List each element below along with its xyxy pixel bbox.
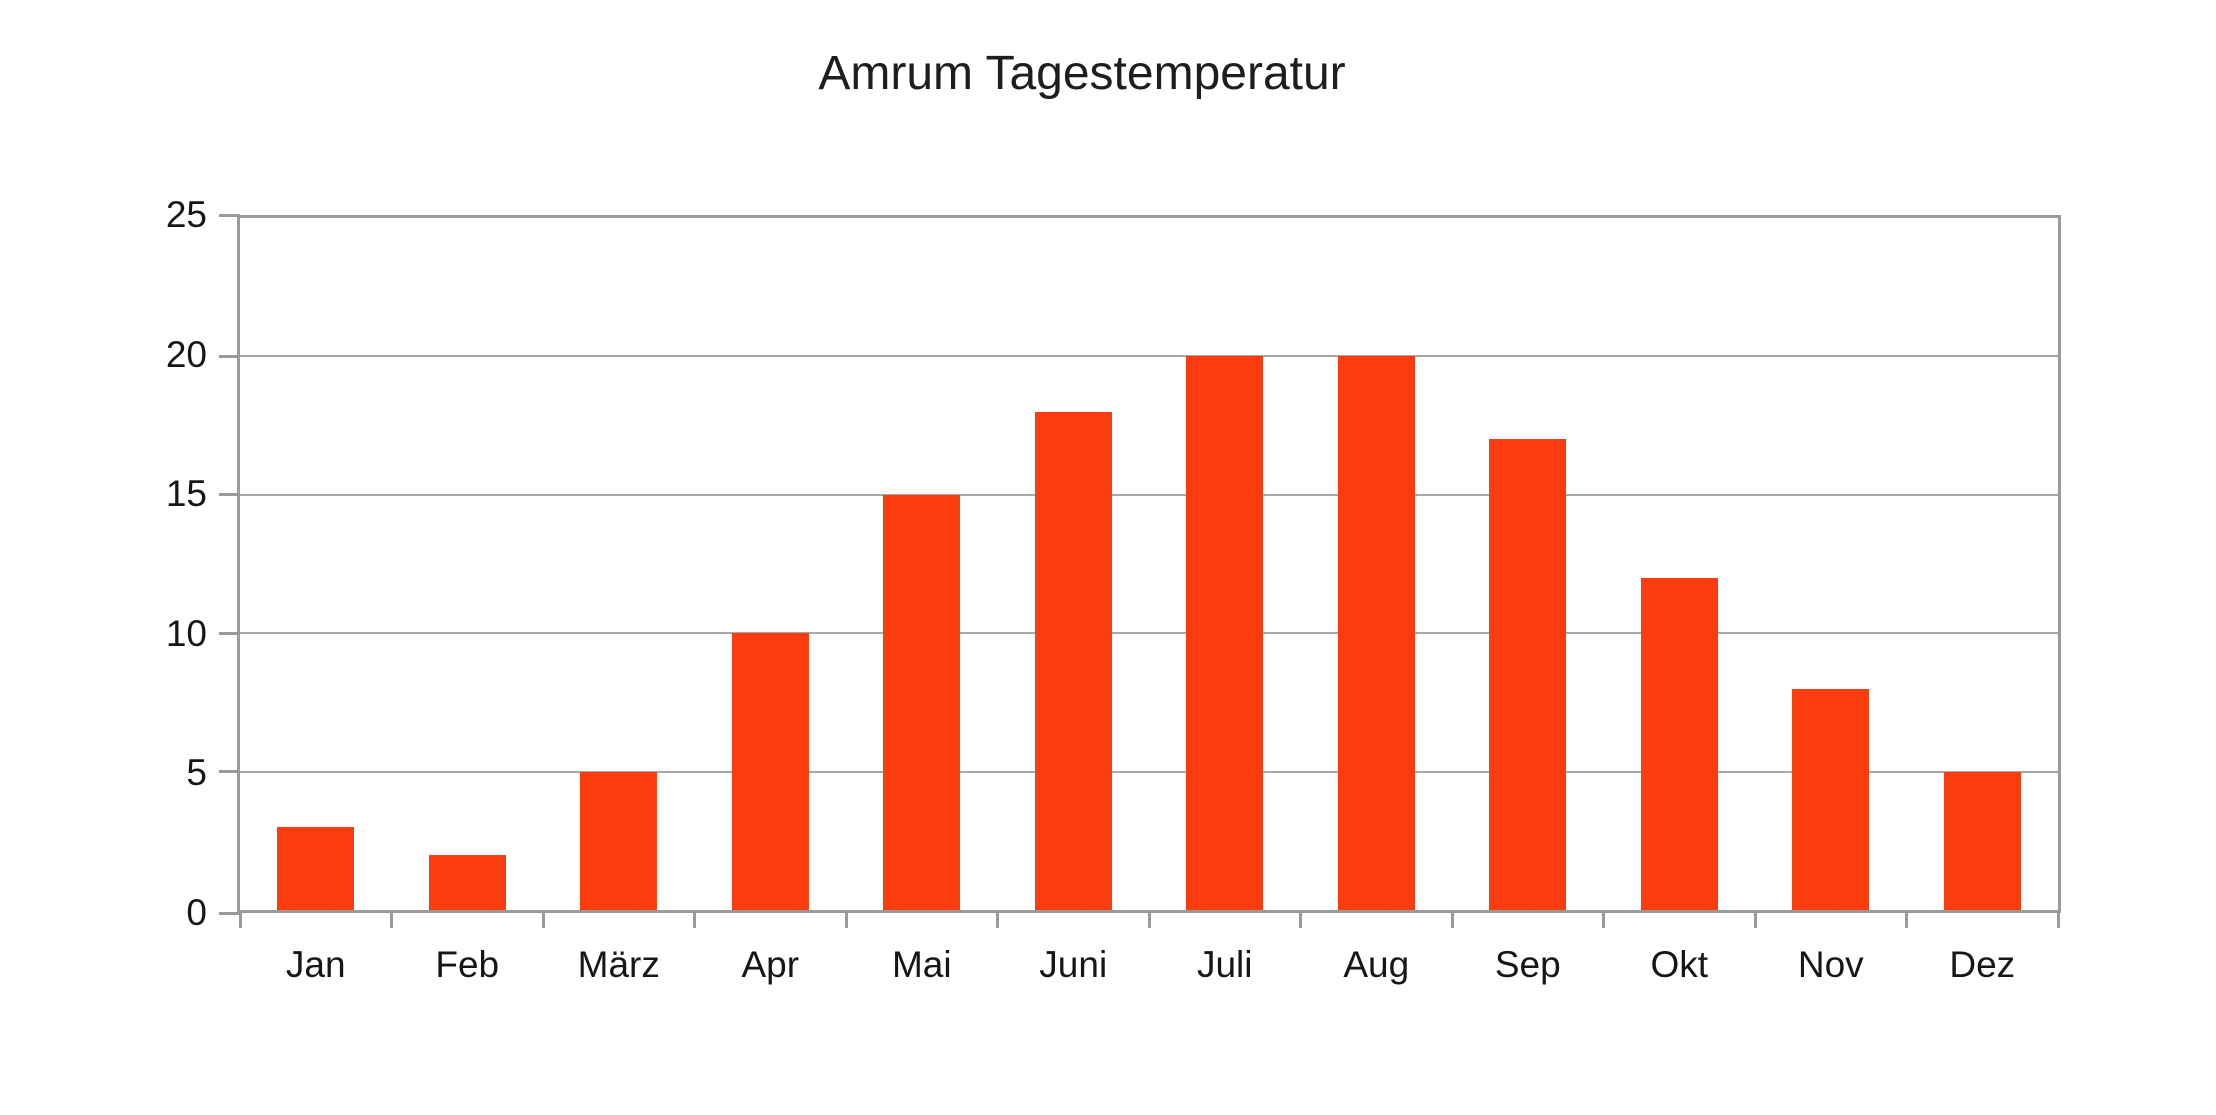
x-tick-label: Apr [741, 944, 800, 985]
x-tick-label: Juli [1196, 944, 1253, 985]
bar-sep [1489, 439, 1567, 910]
x-axis-tick [1602, 913, 1605, 928]
gridline [240, 632, 2058, 635]
y-tick-label: 25 [165, 194, 207, 235]
x-tick-label: Sep [1494, 944, 1561, 985]
bar-okt [1640, 577, 1718, 910]
x-axis-tick [1147, 913, 1151, 928]
y-tick-label: 15 [165, 473, 207, 515]
x-tick-label: März [577, 944, 660, 985]
x-axis-tick [1450, 913, 1454, 928]
x-axis-tick [1753, 913, 1757, 928]
chart-title: Amrum Tagestemperatur [818, 47, 1346, 100]
x-tick-label: Okt [1650, 944, 1709, 985]
gridline [240, 770, 2058, 773]
y-axis-labels: 0 5 10 15 20 25 [0, 194, 207, 933]
x-tick-label: Jan [285, 944, 346, 985]
x-axis-tick [2056, 913, 2060, 928]
x-tick-label: Nov [1797, 944, 1864, 985]
bar-juli [1186, 356, 1264, 910]
bar-dez [1943, 771, 2021, 910]
bar-märz [580, 771, 658, 910]
bar-jan [277, 826, 355, 910]
bar-feb [428, 854, 506, 910]
bar-mai [883, 494, 961, 910]
x-axis-tick [541, 913, 545, 928]
bar-aug [1337, 356, 1415, 910]
gridline [240, 355, 2058, 358]
x-axis-labels: Jan Feb März Apr Mai Juni Juli Aug Sep Okt Nov Dez [237, 942, 2061, 992]
y-tick-label: 0 [186, 892, 207, 933]
x-axis-tick [844, 913, 848, 928]
x-axis-tick [693, 913, 696, 928]
x-axis-tick [238, 913, 242, 928]
x-tick-label: Feb [435, 944, 500, 985]
x-tick-label: Aug [1343, 944, 1410, 985]
x-axis-tick [390, 913, 393, 928]
x-axis-tick [1905, 913, 1908, 928]
x-axis-tick [1299, 913, 1302, 928]
gridline [240, 493, 2058, 496]
y-tick-label: 20 [165, 333, 207, 375]
y-tick-label: 5 [186, 752, 207, 794]
y-tick-label: 10 [165, 612, 207, 654]
bar-nov [1792, 688, 1870, 910]
bar-juni [1034, 411, 1112, 910]
x-axis-tick [996, 913, 999, 928]
x-tick-label: Juni [1039, 944, 1108, 985]
plot-area [237, 215, 2061, 913]
x-tick-label: Dez [1949, 944, 2016, 985]
x-tick-label: Mai [891, 944, 952, 985]
bar-apr [731, 633, 809, 910]
